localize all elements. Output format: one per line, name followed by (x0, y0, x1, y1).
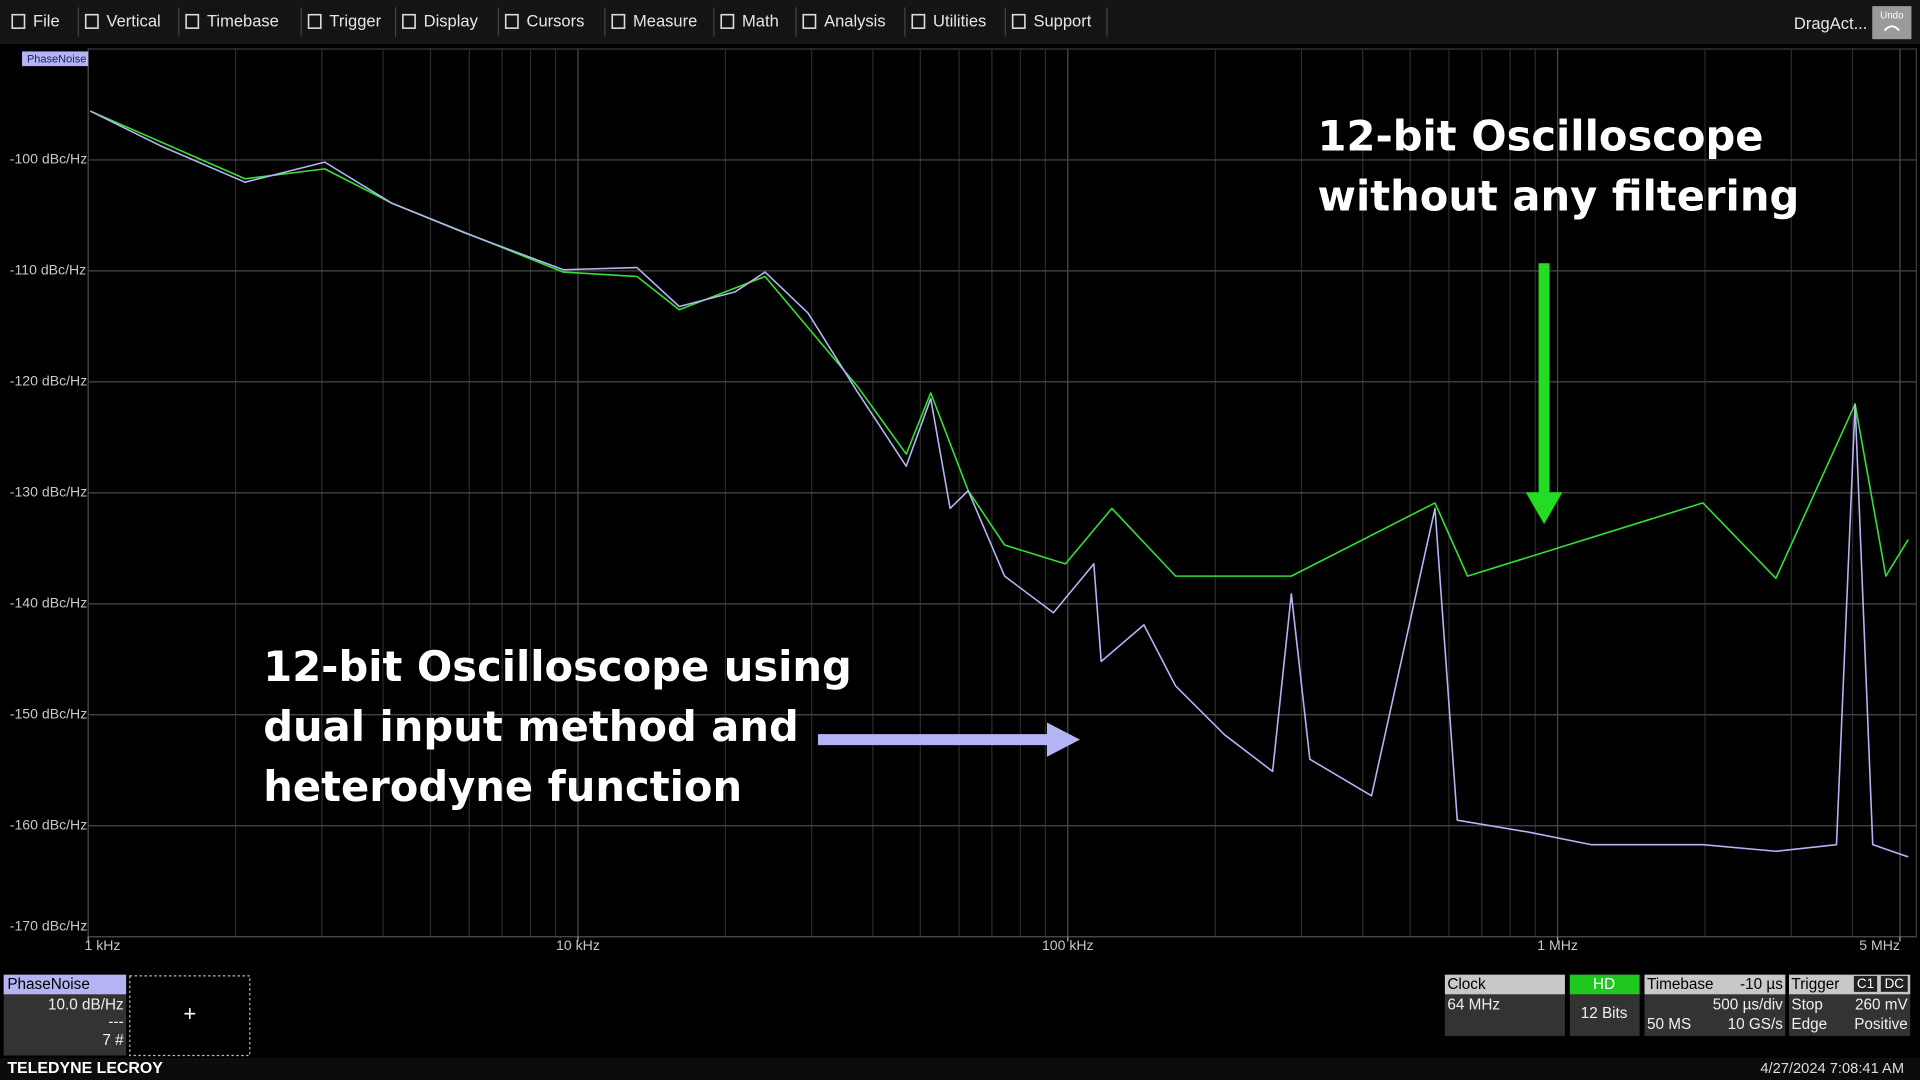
channel-offset: --- (108, 1013, 123, 1030)
x-tick-label: 10 kHz (556, 937, 600, 953)
y-tick-label: -100 dBc/Hz (10, 151, 87, 167)
x-tick-label: 1 MHz (1537, 937, 1578, 953)
x-tick-label: 100 kHz (1042, 937, 1094, 953)
menu-item[interactable]: Support (1033, 11, 1091, 30)
annotation: 12-bit Oscilloscope (1318, 112, 1764, 161)
timebase-samples: 50 MS (1647, 1016, 1691, 1033)
timebase-per-div: 500 µs/div (1713, 996, 1783, 1013)
hd-title: HD (1593, 976, 1615, 993)
menu-item[interactable]: Math (742, 11, 779, 30)
footer (0, 1058, 1920, 1080)
y-tick-label: -150 dBc/Hz (10, 706, 87, 722)
menu-item[interactable]: Trigger (329, 11, 381, 30)
clock-title: Clock (1447, 976, 1486, 993)
timebase-delay: -10 µs (1740, 976, 1783, 993)
menu-item[interactable]: File (33, 11, 60, 30)
menu-item[interactable]: Display (424, 11, 479, 30)
trigger-level: 260 mV (1855, 996, 1909, 1013)
trigger-coupling: DC (1885, 976, 1905, 991)
trigger-mode: Stop (1791, 996, 1822, 1013)
channel-scale: 10.0 dB/Hz (48, 996, 124, 1013)
y-tick-label: -160 dBc/Hz (10, 816, 87, 832)
trigger-slope: Positive (1854, 1016, 1908, 1033)
add-label: + (183, 1001, 196, 1026)
y-tick-label: -170 dBc/Hz (10, 918, 87, 934)
annotation: 12-bit Oscilloscope using (263, 642, 852, 691)
hd-value: 12 Bits (1581, 1005, 1628, 1022)
channel-count: 7 # (102, 1032, 124, 1049)
menu-item[interactable]: Utilities (933, 11, 986, 30)
x-tick-label: 1 kHz (84, 937, 120, 953)
menu-item[interactable]: Timebase (207, 11, 279, 30)
y-tick-label: -110 dBc/Hz (10, 262, 86, 278)
menu-item[interactable]: Measure (633, 11, 697, 30)
timestamp: 4/27/2024 7:08:41 AM (1760, 1061, 1904, 1077)
trigger-title: Trigger (1791, 976, 1839, 993)
drag-action[interactable]: DragAct... (1794, 14, 1867, 33)
annotation: dual input method and (263, 702, 799, 751)
trace-tag-label: PhaseNoise (27, 53, 86, 65)
trigger-channel: C1 (1857, 976, 1874, 991)
y-tick-label: -140 dBc/Hz (10, 595, 87, 611)
menu-item[interactable]: Analysis (824, 11, 886, 30)
clock-value: 64 MHz (1447, 996, 1500, 1013)
menu-item[interactable]: Vertical (107, 11, 161, 30)
x-tick-label: 5 MHz (1859, 937, 1900, 953)
y-tick-label: -120 dBc/Hz (10, 373, 87, 389)
channel-title: PhaseNoise (7, 976, 89, 993)
brand: TELEDYNE LECROY (7, 1060, 163, 1077)
timebase-rate: 10 GS/s (1728, 1016, 1784, 1033)
annotation: heterodyne function (263, 762, 742, 811)
y-tick-label: -130 dBc/Hz (10, 484, 87, 500)
timebase-title: Timebase (1647, 976, 1714, 993)
menu-item[interactable]: Cursors (527, 11, 585, 30)
annotation: without any filtering (1318, 172, 1800, 221)
trigger-type: Edge (1791, 1016, 1827, 1033)
undo-label: Undo (1880, 11, 1904, 22)
